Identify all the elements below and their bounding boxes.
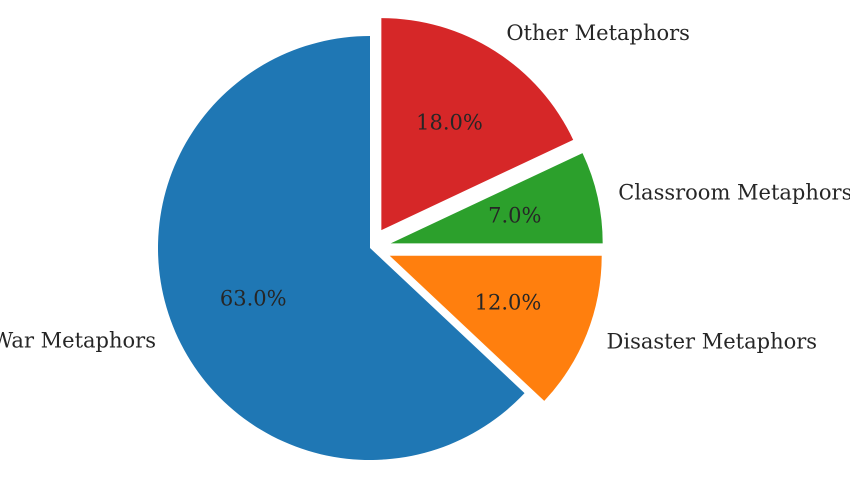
percent-labels: 63.0% 12.0% 7.0% 18.0% [220,111,542,315]
category-label-classroom-metaphors: Classroom Metaphors [618,181,850,205]
pie-slice-classroom-metaphors [390,153,603,244]
category-label-war-metaphors: War Metaphors [0,329,156,353]
pie-slice-other-metaphors [381,18,574,231]
pie-slice-disaster-metaphors [389,255,602,401]
percent-label-other-metaphors: 18.0% [416,111,483,135]
percent-label-war-metaphors: 63.0% [220,287,287,311]
category-labels: War Metaphors Disaster Metaphors Classroom… [0,21,850,353]
pie-slice-war-metaphors [157,36,525,461]
category-label-other-metaphors: Other Metaphors [506,21,690,45]
category-label-disaster-metaphors: Disaster Metaphors [607,330,818,354]
percent-label-classroom-metaphors: 7.0% [488,204,541,228]
percent-label-disaster-metaphors: 12.0% [475,291,542,315]
pie-slices [157,18,603,461]
